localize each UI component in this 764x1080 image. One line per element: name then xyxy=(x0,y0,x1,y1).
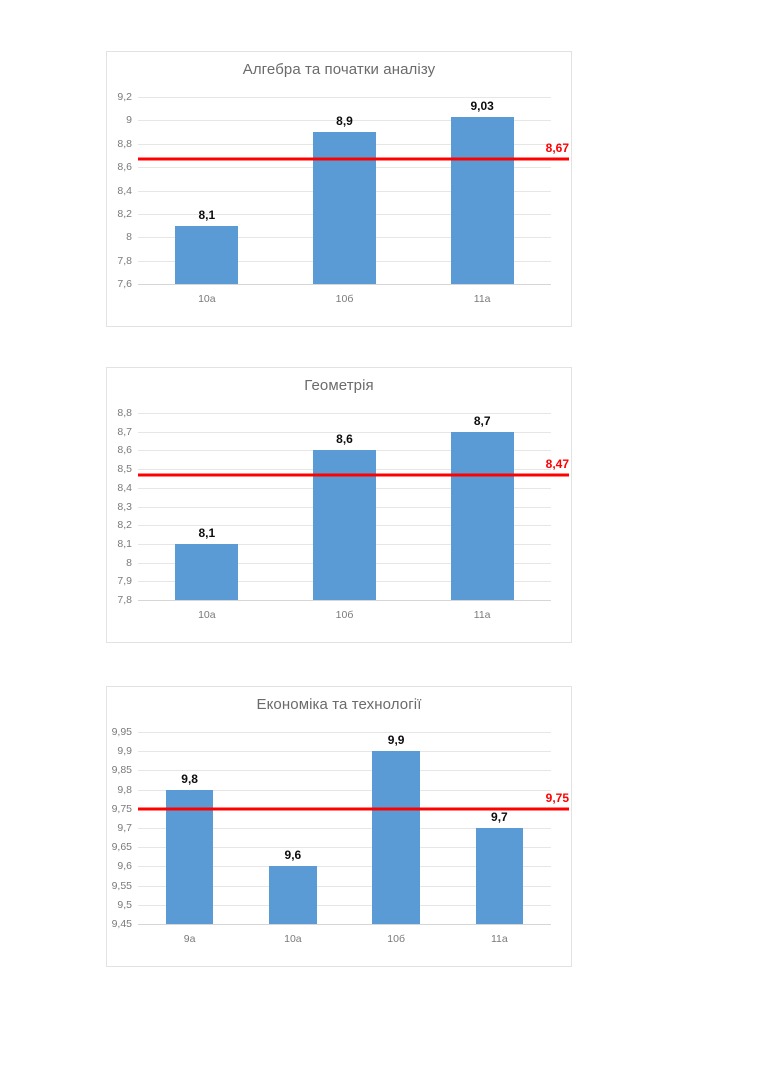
gridline xyxy=(138,732,551,733)
average-line xyxy=(138,473,569,477)
gridline xyxy=(138,789,551,791)
y-axis-tick-label: 8,1 xyxy=(117,537,132,550)
y-axis-tick-label: 9,95 xyxy=(111,726,132,738)
gridline xyxy=(138,828,551,829)
gridline xyxy=(138,866,551,868)
bar-value-label: 9,8 xyxy=(181,771,198,786)
bar[interactable] xyxy=(475,828,524,924)
bar-value-label: 9,7 xyxy=(491,810,508,824)
bar[interactable] xyxy=(450,431,514,600)
gridline xyxy=(138,751,551,753)
chart-title: Геометрія xyxy=(304,377,374,394)
x-axis-category-label: 10а xyxy=(284,933,302,945)
y-axis-tick-label: 7,8 xyxy=(117,254,132,267)
y-axis-tick-label: 8,2 xyxy=(117,519,132,532)
x-axis-category-label: 10а xyxy=(198,293,216,305)
bar-value-label: 9,03 xyxy=(470,98,494,113)
average-value-label: 9,75 xyxy=(545,790,569,805)
y-axis-tick-label: 7,6 xyxy=(117,278,132,290)
x-axis-category-label: 11а xyxy=(491,933,508,945)
bar[interactable] xyxy=(450,116,514,284)
y-axis-tick-label: 9,55 xyxy=(111,879,132,892)
gridline xyxy=(138,431,551,433)
y-axis-tick-label: 9,6 xyxy=(117,860,132,873)
y-axis-tick-label: 8,8 xyxy=(117,137,132,150)
gridline xyxy=(138,904,551,906)
x-axis-category-label: 9а xyxy=(183,933,196,945)
x-axis-line xyxy=(138,600,551,601)
y-axis-tick-label: 8 xyxy=(126,231,132,244)
y-axis-tick-label: 9,65 xyxy=(111,841,132,854)
y-axis-tick-label: 9,9 xyxy=(117,745,132,758)
x-axis-category-label: 10б xyxy=(335,609,354,621)
gridline xyxy=(138,97,551,98)
y-axis-tick-label: 7,9 xyxy=(117,575,132,588)
y-axis-tick-label: 8,4 xyxy=(117,481,132,494)
x-axis-category-label: 11а xyxy=(473,609,491,621)
gridline xyxy=(138,847,551,849)
y-axis-tick-label: 8 xyxy=(126,556,132,569)
bar[interactable] xyxy=(175,225,239,284)
x-axis-category-label: 10а xyxy=(198,609,216,621)
gridline xyxy=(138,885,551,887)
y-axis-tick-label: 8,5 xyxy=(117,463,132,476)
plot-area: 9,45 9,5 9,55 9,6 9,65 9,7 9,75 9,8 9,85 9,9 9,95 9… xyxy=(112,726,569,945)
chart-title: Алгебра та початки аналізу xyxy=(242,61,436,78)
y-axis-tick-label: 9,85 xyxy=(111,764,132,777)
average-value-label: 8,47 xyxy=(545,456,569,471)
plot-area: 7,6 7,8 8 8,2 8,4 8,6 8,8 9 9,2 8,1 10а 8,9 10б 9,03 1… xyxy=(117,91,569,305)
bar[interactable] xyxy=(372,751,420,924)
chart-container-algebra: Алгебра та початки аналізу 7,6 7,8 8 8,2 8,4… xyxy=(106,51,572,327)
y-axis-tick-label: 9,2 xyxy=(117,91,132,103)
average-line xyxy=(138,157,569,161)
x-axis-category-label: 11а xyxy=(473,293,491,305)
x-axis-category-label: 10б xyxy=(335,293,354,305)
average-value-label: 8,67 xyxy=(545,140,569,155)
y-axis-tick-label: 9 xyxy=(126,114,132,127)
bar-value-label: 9,6 xyxy=(284,848,302,863)
y-axis-tick-label: 8,6 xyxy=(117,161,132,174)
x-axis-line xyxy=(138,284,551,285)
gridline xyxy=(138,413,551,414)
bar[interactable] xyxy=(175,543,239,600)
x-axis-line xyxy=(138,924,551,925)
bar[interactable] xyxy=(269,866,317,924)
plot-area: 7,8 7,9 8 8,1 8,2 8,3 8,4 8,5 8,6 8,7 8,8 8,1 10а 8,6… xyxy=(117,407,569,621)
y-axis-tick-label: 8,2 xyxy=(117,207,132,220)
y-axis-tick-label: 9,8 xyxy=(117,783,132,796)
y-axis-tick-label: 9,75 xyxy=(111,802,132,815)
bar-value-label: 8,1 xyxy=(198,525,216,540)
y-axis-tick-label: 8,3 xyxy=(117,500,132,513)
y-axis-tick-label: 9,5 xyxy=(117,898,132,911)
bar[interactable] xyxy=(312,132,377,284)
x-axis-category-label: 10б xyxy=(387,933,405,945)
bar-value-label: 9,9 xyxy=(387,733,405,748)
y-axis-tick-label: 8,7 xyxy=(117,425,132,438)
bar-value-label: 8,7 xyxy=(473,413,491,428)
chart-container-geometry: Геометрія 7,8 7,9 8 8,1 8,2 8,3 8,4 8,5 8,6 8,7 8,… xyxy=(106,367,572,643)
chart-container-economics: Економіка та технології 9,45 9,5 9,55 9,6 9,… xyxy=(106,686,572,967)
bar-value-label: 8,9 xyxy=(336,114,353,129)
y-axis-tick-label: 9,7 xyxy=(117,822,132,834)
y-axis-tick-label: 8,8 xyxy=(117,407,132,419)
y-axis-tick-label: 7,8 xyxy=(117,594,132,606)
y-axis-tick-label: 9,45 xyxy=(111,918,132,930)
bar-value-label: 8,1 xyxy=(198,207,216,222)
chart-title: Економіка та технології xyxy=(256,696,422,713)
y-axis-tick-label: 8,6 xyxy=(117,444,132,457)
bar-value-label: 8,6 xyxy=(336,432,353,447)
bar[interactable] xyxy=(165,789,214,924)
gridline xyxy=(138,120,551,122)
y-axis-tick-label: 8,4 xyxy=(117,184,132,197)
average-line xyxy=(138,807,569,811)
gridline xyxy=(138,770,551,772)
